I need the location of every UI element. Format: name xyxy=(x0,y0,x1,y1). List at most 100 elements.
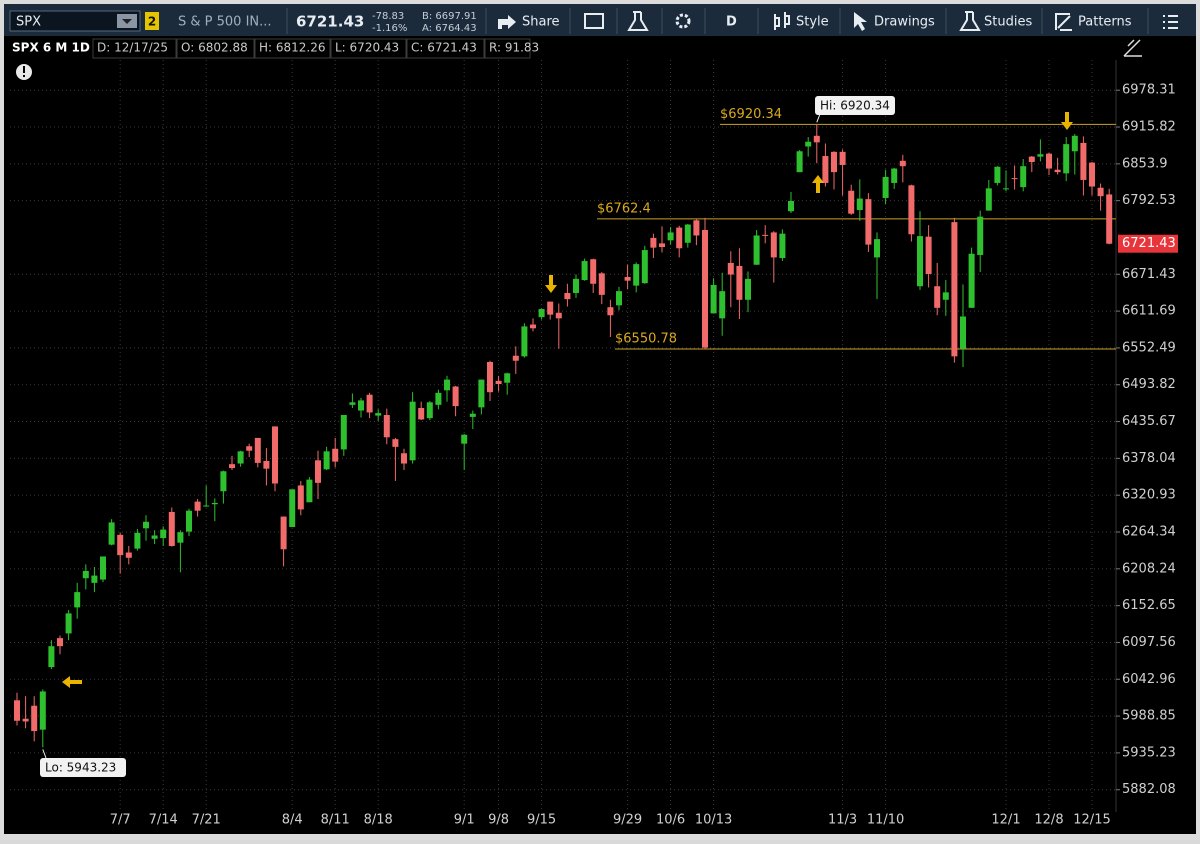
x-tick-label: 9/1 xyxy=(454,813,475,828)
info-date: D: 12/17/25 xyxy=(97,41,168,55)
toolbar xyxy=(4,4,1196,36)
candle-body xyxy=(125,552,132,558)
candle-body xyxy=(667,232,674,241)
share-button[interactable]: Share xyxy=(522,15,560,30)
candle-body xyxy=(736,265,743,300)
candle-body xyxy=(22,718,29,722)
x-tick-label: 12/15 xyxy=(1073,813,1110,828)
arrow xyxy=(545,275,557,293)
candle-body xyxy=(31,705,38,732)
info-range: R: 91.83 xyxy=(489,41,539,55)
x-tick-label: 12/1 xyxy=(991,813,1020,828)
y-tick-label: 6552.49 xyxy=(1122,340,1176,355)
candle-body xyxy=(891,168,898,183)
badge[interactable]: 2 xyxy=(148,15,156,29)
alert-dot[interactable] xyxy=(23,75,25,77)
candle-body xyxy=(332,448,339,462)
settings-icon[interactable] xyxy=(675,13,691,29)
candle-body xyxy=(100,556,106,580)
studies-icon[interactable] xyxy=(959,11,981,31)
candle-body xyxy=(254,437,261,463)
candle-body xyxy=(856,198,863,211)
style-icon[interactable] xyxy=(774,12,790,30)
patterns-button[interactable]: Patterns xyxy=(1078,15,1132,30)
candle-body xyxy=(934,286,941,308)
arrow xyxy=(812,175,824,193)
candle-body xyxy=(693,220,700,236)
alert-mark[interactable] xyxy=(23,66,25,73)
badge-bg[interactable] xyxy=(145,12,159,30)
expand-icon[interactable] xyxy=(1123,39,1142,57)
hi-callout-box xyxy=(815,96,895,115)
info-cell xyxy=(484,38,531,59)
candle-body xyxy=(573,278,579,293)
hi-callout: Hi: 6920.34 xyxy=(820,99,890,113)
candle-body xyxy=(650,237,657,248)
candle-body xyxy=(1071,135,1078,152)
candle-body xyxy=(211,502,218,505)
last-price-tag xyxy=(1118,234,1178,253)
candle-body xyxy=(874,239,880,258)
candle-body xyxy=(435,392,442,405)
lo-callout-pointer xyxy=(42,749,47,759)
candle-body xyxy=(177,532,184,543)
candle-body xyxy=(538,309,545,318)
candle-body xyxy=(710,284,717,314)
y-tick-label: 5935.23 xyxy=(1122,745,1176,760)
candle-body xyxy=(151,535,158,539)
candle-body xyxy=(951,222,958,357)
candle-body xyxy=(530,324,536,329)
y-tick-label: 6611.69 xyxy=(1122,304,1176,319)
symbol-box[interactable]: SPX xyxy=(9,10,141,32)
y-tick-label: 6320.93 xyxy=(1122,488,1176,503)
candle-body xyxy=(779,233,786,259)
ask: A: 6764.43 xyxy=(422,23,477,34)
y-tick-label: 5882.08 xyxy=(1122,782,1176,797)
candle-body xyxy=(727,262,734,275)
candle-body xyxy=(1063,144,1070,174)
calendar-icon[interactable] xyxy=(584,13,604,29)
candle-body xyxy=(745,278,751,300)
share-icon[interactable] xyxy=(498,15,516,29)
price-line-label: $6550.78 xyxy=(615,331,677,346)
symbol[interactable]: SPX xyxy=(16,15,41,30)
lo-callout: Lo: 5943.23 xyxy=(45,761,116,775)
candle-body xyxy=(57,638,63,647)
candle-body xyxy=(358,400,364,411)
candle-body xyxy=(822,156,829,183)
period-button[interactable]: D xyxy=(726,15,737,30)
symbol-input[interactable] xyxy=(9,10,141,32)
y-tick-label: 6915.82 xyxy=(1122,120,1176,135)
candle-body xyxy=(340,414,347,450)
x-tick-label: 7/14 xyxy=(149,813,178,828)
candle-body xyxy=(401,453,407,464)
candle-body xyxy=(521,326,528,357)
dropdown-arrow[interactable] xyxy=(122,19,132,24)
candle-body xyxy=(564,292,571,300)
flask-icon[interactable] xyxy=(627,11,649,31)
candle-body xyxy=(444,379,450,391)
patterns-icon[interactable] xyxy=(1055,13,1072,31)
studies-button[interactable]: Studies xyxy=(984,15,1032,30)
menu-icon[interactable] xyxy=(1163,15,1178,29)
candle-body xyxy=(788,200,794,212)
candle-body xyxy=(272,426,278,484)
style-button[interactable]: Style xyxy=(796,15,829,30)
x-tick-label: 8/18 xyxy=(364,813,393,828)
info-cell xyxy=(176,38,255,59)
candle-body xyxy=(246,446,253,451)
info-cell xyxy=(406,38,485,59)
candle-body xyxy=(289,489,296,527)
candle-body xyxy=(1037,154,1044,157)
x-tick-label: 7/21 xyxy=(192,813,221,828)
candle-body xyxy=(306,479,313,503)
drawings-button[interactable]: Drawings xyxy=(874,15,935,30)
candle-body xyxy=(143,521,149,529)
candle-body xyxy=(280,516,287,550)
candle-body xyxy=(409,401,416,461)
info-cell xyxy=(254,38,331,59)
plot: 5882.08 5935.23 5988.85 6042.96 6097.56 6152.… xyxy=(10,60,1178,828)
candle-body xyxy=(117,534,124,556)
cursor-icon[interactable] xyxy=(854,12,867,31)
